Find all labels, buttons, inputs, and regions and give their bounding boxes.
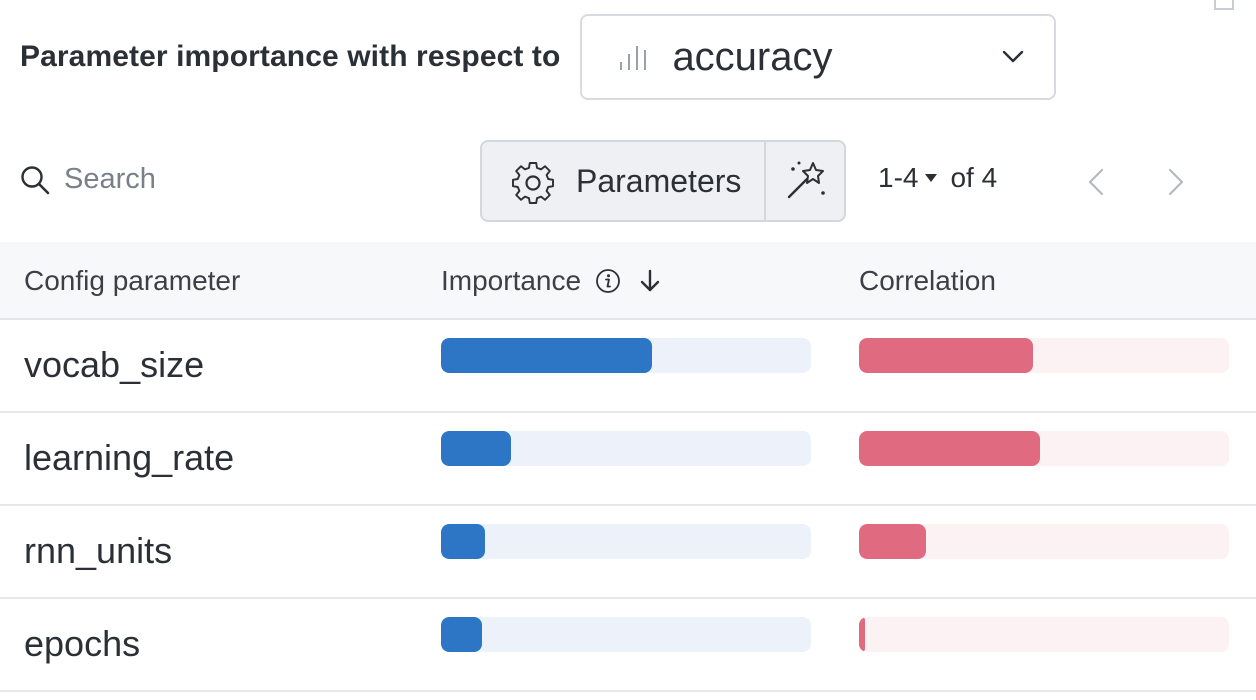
- next-page-button[interactable]: [1156, 162, 1196, 202]
- chevron-right-icon: [1168, 168, 1184, 196]
- table-header: Config parameter Importance Correlation: [0, 242, 1256, 320]
- parameters-label: Parameters: [576, 162, 742, 199]
- param-name: learning_rate: [24, 437, 235, 478]
- importance-bar: [441, 338, 652, 373]
- correlation-bar-track: [859, 617, 1229, 652]
- search-icon: [21, 165, 50, 194]
- expand-icon[interactable]: [1214, 0, 1234, 10]
- info-icon[interactable]: [595, 268, 621, 294]
- importance-bar-track: [441, 617, 811, 652]
- column-label: Config parameter: [24, 265, 241, 296]
- correlation-bar-track: [859, 524, 1229, 559]
- metric-select[interactable]: accuracy: [580, 14, 1057, 100]
- gear-icon: [512, 162, 554, 204]
- search-input[interactable]: [62, 162, 366, 197]
- correlation-bar: [859, 617, 865, 652]
- toolbar: Parameters 1-4 of 4: [0, 140, 1256, 224]
- correlation-bar: [859, 431, 1041, 466]
- table-row[interactable]: epochs: [0, 599, 1256, 692]
- correlation-bar: [859, 524, 926, 559]
- importance-bar: [441, 431, 512, 466]
- importance-bar-track: [441, 338, 811, 373]
- parameters-button[interactable]: Parameters: [482, 142, 766, 220]
- chevron-left-icon: [1088, 168, 1104, 196]
- parameter-importance-table: Config parameter Importance Correlation …: [0, 242, 1256, 692]
- header: Parameter importance with respect to acc…: [20, 12, 1057, 102]
- page-range-select[interactable]: 1-4: [878, 162, 950, 194]
- param-name: epochs: [24, 623, 141, 664]
- pagination: 1-4 of 4: [878, 162, 997, 194]
- table-row[interactable]: learning_rate: [0, 413, 1256, 506]
- prev-page-button[interactable]: [1076, 162, 1116, 202]
- column-header-correlation[interactable]: Correlation: [859, 242, 996, 320]
- bar-chart-icon: [616, 39, 652, 75]
- sort-arrow-down-icon[interactable]: [639, 269, 661, 293]
- correlation-bar-track: [859, 431, 1229, 466]
- page-range-label: 1-4: [878, 162, 919, 193]
- parameters-button-group: Parameters: [480, 140, 846, 222]
- correlation-bar: [859, 338, 1033, 373]
- header-label: Parameter importance with respect to: [20, 40, 561, 73]
- table-row[interactable]: rnn_units: [0, 506, 1256, 599]
- param-name: rnn_units: [24, 530, 173, 571]
- caret-down-icon: [925, 174, 938, 182]
- chevron-down-icon: [1000, 44, 1026, 70]
- importance-bar: [441, 524, 486, 559]
- importance-bar: [441, 617, 482, 652]
- page-total-label: of 4: [950, 162, 998, 193]
- column-label: Importance: [441, 265, 582, 296]
- metric-value: accuracy: [672, 34, 833, 79]
- importance-bar-track: [441, 524, 811, 559]
- magic-wand-icon: [787, 161, 825, 199]
- table-row[interactable]: vocab_size: [0, 320, 1256, 413]
- correlation-bar-track: [859, 338, 1229, 373]
- param-name: vocab_size: [24, 344, 205, 385]
- column-header-config-parameter[interactable]: Config parameter: [24, 242, 240, 320]
- column-label: Correlation: [859, 265, 996, 296]
- magic-wand-button[interactable]: [766, 142, 844, 220]
- column-header-importance[interactable]: Importance: [441, 242, 661, 320]
- importance-bar-track: [441, 431, 811, 466]
- search[interactable]: [20, 162, 366, 197]
